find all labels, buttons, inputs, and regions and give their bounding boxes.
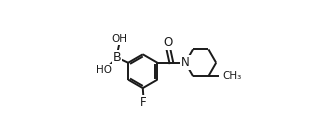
Text: CH₃: CH₃ [222,71,241,81]
Text: B: B [113,51,122,64]
Text: O: O [163,36,172,49]
Text: N: N [181,56,190,69]
Text: OH: OH [111,34,127,44]
Text: F: F [140,95,147,109]
Text: HO: HO [96,65,112,75]
